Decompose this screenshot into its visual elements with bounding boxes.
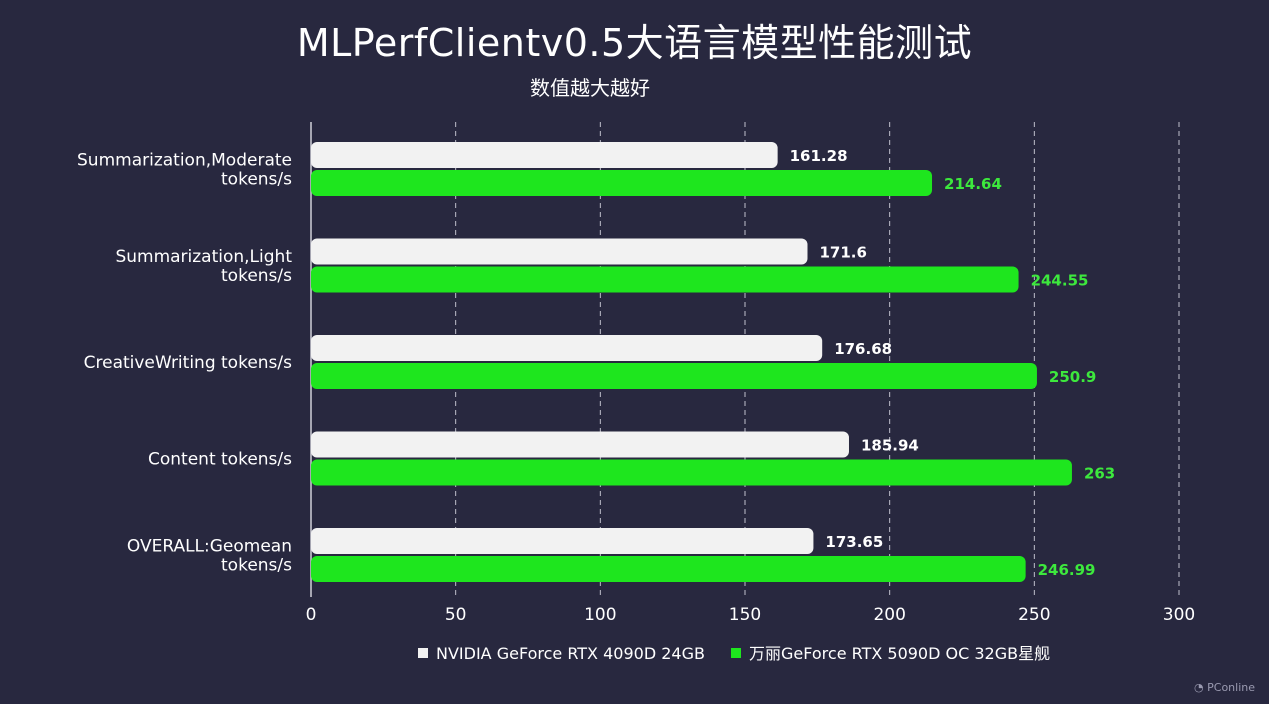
data-label: 161.28 <box>790 147 848 165</box>
legend-swatch <box>418 648 428 658</box>
category-label-line: Summarization,Moderate <box>77 151 292 171</box>
legend-swatch <box>731 648 741 658</box>
data-label: 171.6 <box>819 244 866 262</box>
category-label: Summarization,Light tokens/s <box>115 247 292 286</box>
bar-rtx-5090d <box>311 170 933 196</box>
x-tick-label: 250 <box>1018 605 1050 625</box>
category-label-line: CreativeWriting tokens/s <box>84 353 293 373</box>
watermark-logo-icon: ◔ <box>1194 681 1204 694</box>
x-tick-label: 150 <box>729 605 761 625</box>
category-label-line: Content tokens/s <box>148 450 292 470</box>
chart-title: MLPerfClientv0.5大语言模型性能测试 <box>296 21 973 65</box>
category-label: CreativeWriting tokens/s <box>84 353 293 373</box>
category-label: Content tokens/s <box>148 450 292 470</box>
bar-rtx-4090d <box>311 528 814 554</box>
category-label: Summarization,Moderate tokens/s <box>77 151 292 190</box>
legend-entry: NVIDIA GeForce RTX 4090D 24GB <box>436 644 705 663</box>
chart-subtitle: 数值越大越好 <box>530 76 650 100</box>
watermark: ◔ PConline <box>1194 681 1255 694</box>
watermark-text: PConline <box>1207 681 1255 694</box>
x-tick-label: 0 <box>306 605 317 625</box>
x-tick-label: 200 <box>873 605 905 625</box>
category-label-line: tokens/s <box>221 266 292 286</box>
data-label: 263 <box>1084 465 1115 483</box>
category-label: OVERALL:Geomean tokens/s <box>127 537 292 576</box>
data-label: 250.9 <box>1049 368 1096 386</box>
category-label-line: OVERALL:Geomean <box>127 537 292 557</box>
bar-rtx-4090d <box>311 431 849 458</box>
x-tick-label: 100 <box>584 605 616 625</box>
data-label: 176.68 <box>834 340 892 358</box>
x-tick-label: 300 <box>1163 605 1195 625</box>
data-label: 246.99 <box>1038 561 1096 579</box>
category-label-line: tokens/s <box>221 556 292 576</box>
bar-rtx-4090d <box>311 142 778 168</box>
bar-rtx-5090d <box>311 556 1026 582</box>
bar-rtx-4090d <box>311 335 823 361</box>
legend-entry: 万丽GeForce RTX 5090D OC 32GB星舰 <box>749 644 1050 663</box>
bar-rtx-4090d <box>311 238 808 265</box>
data-label: 173.65 <box>825 533 883 551</box>
bar-rtx-5090d <box>311 363 1037 389</box>
data-label: 244.55 <box>1031 272 1089 290</box>
data-label: 185.94 <box>861 437 919 455</box>
data-label: 214.64 <box>944 175 1002 193</box>
category-label-line: Summarization,Light <box>115 247 292 267</box>
category-label-line: tokens/s <box>221 170 292 190</box>
bar-rtx-5090d <box>311 459 1072 486</box>
x-tick-label: 50 <box>445 605 467 625</box>
bar-rtx-5090d <box>311 266 1019 293</box>
